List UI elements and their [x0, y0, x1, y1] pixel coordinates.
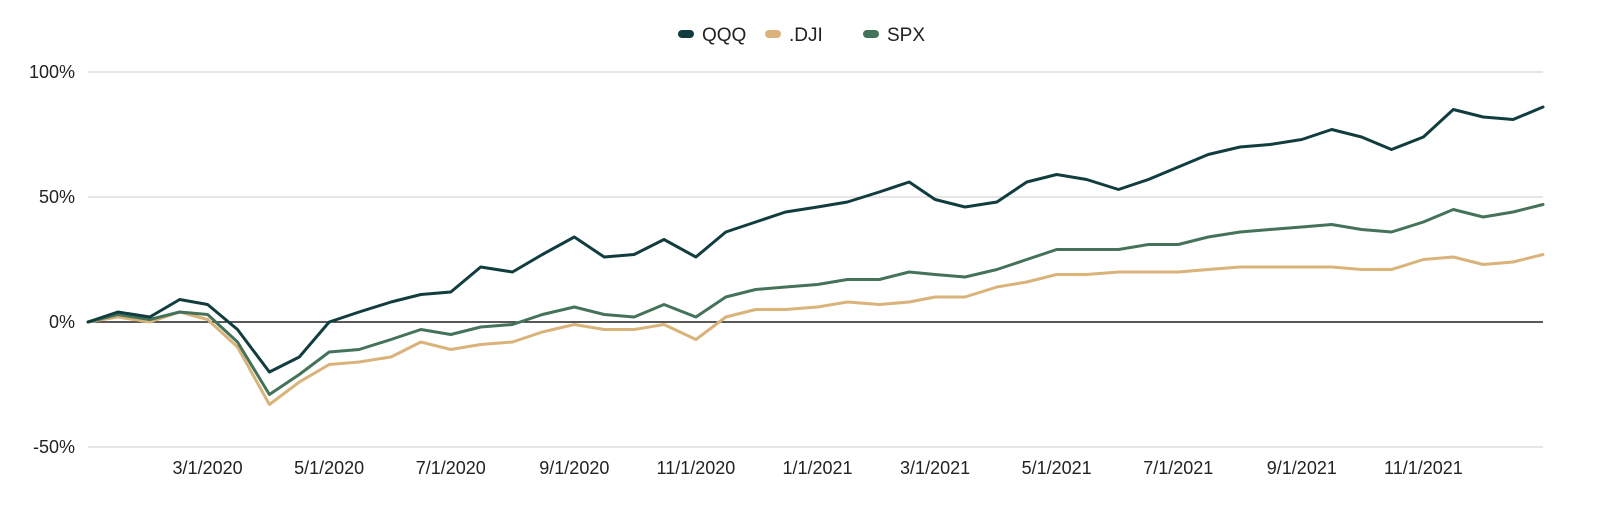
y-tick-label: -50%: [33, 437, 75, 457]
series-line-dji: [86, 253, 1545, 406]
legend-swatch: [765, 30, 781, 38]
x-tick-label: 7/1/2020: [416, 458, 486, 478]
series-line-spx: [86, 203, 1545, 396]
x-tick-label: 1/1/2021: [782, 458, 852, 478]
x-tick-label: 5/1/2020: [294, 458, 364, 478]
x-tick-label: 11/1/2021: [1384, 458, 1463, 478]
legend-swatch: [678, 30, 694, 38]
x-tick-label: 5/1/2021: [1022, 458, 1092, 478]
x-tick-label: 7/1/2021: [1143, 458, 1213, 478]
legend: QQQ .DJI SPX: [678, 25, 925, 46]
legend-label: QQQ: [702, 25, 746, 46]
y-axis: -50% 0% 50% 100%: [29, 62, 75, 457]
legend-swatch: [863, 30, 879, 38]
legend-item-qqq: QQQ: [678, 25, 746, 46]
x-tick-label: 9/1/2020: [539, 458, 609, 478]
y-tick-label: 0%: [49, 312, 75, 332]
series-line-qqq: [86, 105, 1545, 374]
legend-item-spx: SPX: [863, 25, 925, 46]
x-tick-label: 3/1/2020: [173, 458, 243, 478]
x-axis: 3/1/2020 5/1/2020 7/1/2020 9/1/2020 11/1/202…: [173, 458, 1463, 478]
legend-item-dji: .DJI: [765, 25, 823, 46]
x-tick-label: 11/1/2020: [657, 458, 736, 478]
y-tick-label: 50%: [39, 187, 75, 207]
legend-label: SPX: [887, 25, 925, 46]
y-tick-label: 100%: [29, 62, 75, 82]
series-group: [86, 105, 1545, 406]
legend-label: .DJI: [789, 25, 823, 46]
x-tick-label: 9/1/2021: [1267, 458, 1337, 478]
x-tick-label: 3/1/2021: [900, 458, 970, 478]
gridlines: [88, 71, 1543, 448]
